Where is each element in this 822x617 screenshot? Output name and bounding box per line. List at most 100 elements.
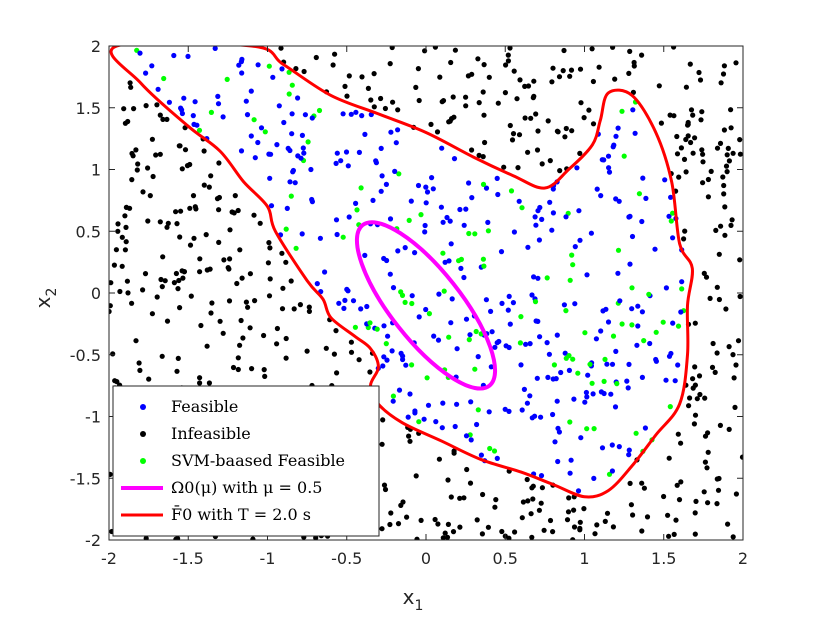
infeasible-point bbox=[594, 522, 600, 528]
legend-label: F̄0 with T = 2.0 s bbox=[171, 503, 311, 524]
svm-feasible-point bbox=[584, 426, 590, 432]
feasible-point bbox=[519, 407, 525, 413]
infeasible-point bbox=[232, 193, 238, 199]
infeasible-point bbox=[240, 335, 246, 341]
infeasible-point bbox=[237, 342, 243, 348]
svm-feasible-point bbox=[629, 322, 635, 328]
feasible-point bbox=[485, 219, 491, 225]
feasible-point bbox=[523, 341, 529, 347]
infeasible-point bbox=[698, 117, 704, 123]
infeasible-point bbox=[737, 293, 743, 300]
infeasible-point bbox=[519, 515, 525, 521]
infeasible-point bbox=[164, 116, 170, 122]
infeasible-point bbox=[678, 479, 684, 485]
infeasible-point bbox=[726, 344, 732, 350]
infeasible-point bbox=[231, 210, 237, 216]
feasible-point bbox=[171, 52, 177, 59]
infeasible-point bbox=[467, 480, 474, 486]
infeasible-point bbox=[692, 510, 698, 516]
feasible-point bbox=[566, 367, 573, 373]
svm-feasible-point bbox=[374, 326, 380, 332]
feasible-point bbox=[308, 166, 314, 173]
infeasible-point bbox=[534, 147, 541, 153]
feasible-point bbox=[535, 275, 541, 281]
infeasible-point bbox=[413, 84, 419, 90]
feasible-point bbox=[494, 175, 500, 181]
infeasible-point bbox=[724, 152, 730, 158]
infeasible-point bbox=[280, 285, 286, 291]
svm-feasible-point bbox=[456, 258, 462, 264]
infeasible-point bbox=[641, 485, 648, 491]
feasible-point bbox=[438, 204, 444, 210]
legend: Feasible Infeasible SVM-baased Feasible Ω0(… bbox=[112, 385, 380, 537]
feasible-point bbox=[502, 406, 508, 412]
x-tick-label: 1.5 bbox=[651, 549, 676, 568]
infeasible-point bbox=[463, 103, 469, 109]
svm-feasible-point bbox=[563, 308, 569, 314]
infeasible-point bbox=[485, 524, 491, 530]
svm-feasible-point bbox=[517, 340, 524, 346]
feasible-point bbox=[554, 398, 560, 404]
feasible-point bbox=[392, 168, 398, 174]
svm-feasible-point bbox=[286, 69, 292, 75]
feasible-point bbox=[545, 374, 551, 380]
infeasible-point bbox=[722, 232, 728, 238]
infeasible-point bbox=[737, 257, 743, 263]
feasible-point bbox=[593, 336, 600, 342]
feasible-point bbox=[344, 286, 350, 292]
infeasible-point bbox=[549, 79, 555, 85]
infeasible-point bbox=[238, 317, 244, 324]
svm-feasible-point bbox=[473, 328, 479, 335]
infeasible-point bbox=[690, 376, 696, 382]
feasible-point bbox=[474, 421, 480, 428]
svm-feasible-point bbox=[289, 82, 295, 88]
infeasible-point bbox=[173, 270, 179, 277]
feasible-point bbox=[652, 246, 658, 252]
feasible-point bbox=[582, 399, 588, 405]
infeasible-point bbox=[124, 278, 130, 284]
infeasible-point bbox=[687, 395, 693, 401]
infeasible-point bbox=[725, 521, 731, 527]
infeasible-point bbox=[718, 223, 724, 229]
infeasible-point bbox=[731, 375, 737, 381]
infeasible-point bbox=[283, 259, 289, 265]
feasible-point bbox=[424, 189, 431, 195]
feasible-point bbox=[546, 351, 553, 357]
feasible-point bbox=[439, 425, 445, 431]
infeasible-point bbox=[476, 100, 482, 106]
infeasible-point bbox=[149, 136, 155, 142]
infeasible-point bbox=[692, 320, 698, 326]
infeasible-point bbox=[133, 338, 139, 344]
feasible-point bbox=[274, 142, 280, 148]
infeasible-point bbox=[696, 373, 703, 379]
feasible-point bbox=[544, 340, 550, 346]
infeasible-point bbox=[182, 147, 189, 153]
svm-feasible-point bbox=[487, 445, 493, 452]
infeasible-point bbox=[728, 222, 734, 228]
infeasible-point bbox=[162, 278, 168, 284]
infeasible-point bbox=[681, 236, 687, 242]
svm-feasible-point bbox=[619, 108, 625, 114]
feasible-point bbox=[663, 377, 669, 383]
svm-feasible-point bbox=[390, 393, 396, 399]
infeasible-point bbox=[379, 441, 385, 447]
y-tick-label: 1 bbox=[91, 161, 101, 180]
feasible-point bbox=[300, 145, 306, 151]
feasible-point bbox=[639, 218, 645, 225]
infeasible-point bbox=[699, 147, 705, 153]
infeasible-point bbox=[547, 517, 554, 524]
infeasible-point bbox=[129, 150, 135, 157]
infeasible-point bbox=[123, 224, 129, 230]
infeasible-point bbox=[683, 84, 690, 90]
infeasible-point bbox=[705, 449, 711, 455]
infeasible-point bbox=[142, 271, 149, 277]
feasible-point bbox=[179, 110, 185, 117]
feasible-point bbox=[601, 157, 607, 163]
infeasible-point bbox=[160, 116, 166, 122]
infeasible-point bbox=[505, 52, 511, 58]
infeasible-point bbox=[678, 440, 684, 446]
feasible-point bbox=[639, 374, 646, 380]
infeasible-point bbox=[578, 100, 584, 106]
infeasible-point bbox=[266, 293, 273, 299]
infeasible-point bbox=[457, 495, 463, 501]
